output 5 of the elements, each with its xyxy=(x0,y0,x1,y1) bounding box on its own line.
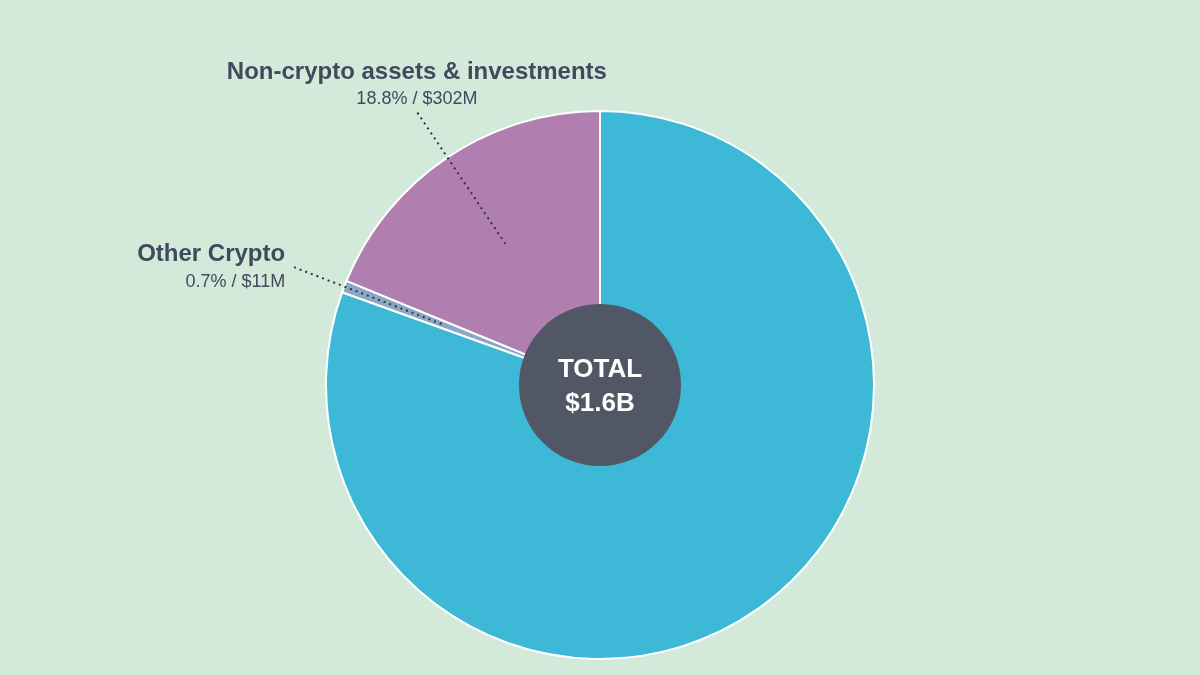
slice-label: Non-crypto assets & investments xyxy=(226,56,607,84)
data-label: 0.7% / $11M xyxy=(185,270,286,291)
slice-label: Other Crypto xyxy=(137,239,286,267)
text: TOTAL $1.6B xyxy=(556,352,644,419)
data-label: 18.8% / $302M xyxy=(356,87,478,108)
